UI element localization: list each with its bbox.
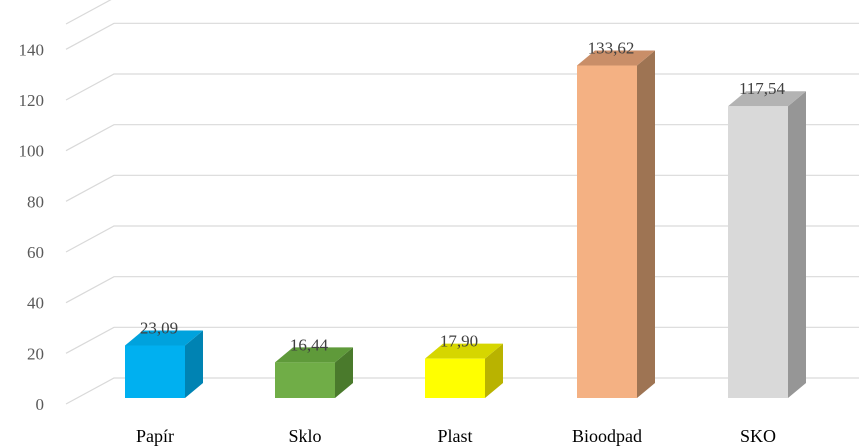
bar-side [335, 347, 353, 398]
bar-top [125, 330, 203, 346]
category-label: Bioodpad [572, 426, 642, 446]
bar-side [637, 50, 655, 398]
data-label: 17,90 [440, 332, 478, 351]
y-tick-label: 0 [36, 395, 45, 414]
y-tick-label: 120 [19, 91, 45, 110]
bar-papír [125, 330, 203, 398]
gridline [65, 0, 112, 25]
bar-top [577, 50, 655, 66]
data-label: 23,09 [140, 319, 178, 338]
bar-front [425, 358, 485, 398]
bar-side [485, 343, 503, 398]
data-labels: 23,09 16,44 17,90 133,62 117,54 [140, 38, 786, 354]
bar-plast [425, 343, 503, 398]
data-label: 117,54 [739, 79, 786, 98]
category-label: Plast [437, 426, 472, 446]
gridlines [65, 0, 859, 405]
y-tick-label: 40 [27, 294, 44, 313]
y-tick-label: 80 [27, 192, 44, 211]
bar-top [728, 91, 806, 107]
bar-top [425, 343, 503, 359]
bars [125, 50, 806, 399]
gridline [65, 22, 859, 50]
y-tick-label: 20 [27, 344, 44, 363]
y-tick-label: 100 [19, 142, 45, 161]
bar-side [185, 330, 203, 398]
bar-side [788, 91, 806, 399]
bar-sko [728, 91, 806, 399]
bar-bioodpad [577, 50, 655, 398]
bar-front [125, 345, 185, 398]
category-labels: Papír Sklo Plast Bioodpad SKO [136, 426, 776, 446]
data-label: 133,62 [588, 38, 635, 57]
category-label: Papír [136, 426, 174, 446]
y-tick-label: 140 [19, 40, 45, 59]
bar-front [275, 362, 335, 398]
category-label: Sklo [288, 426, 321, 446]
bar-top [275, 347, 353, 363]
bar-sklo [275, 347, 353, 398]
data-label: 16,44 [290, 335, 329, 354]
y-tick-label: 60 [27, 243, 44, 262]
bar-front [728, 106, 788, 399]
category-label: SKO [740, 426, 776, 446]
y-axis-ticks: 0 20 40 60 80 100 120 140 [19, 40, 45, 414]
bar-front [577, 65, 637, 398]
